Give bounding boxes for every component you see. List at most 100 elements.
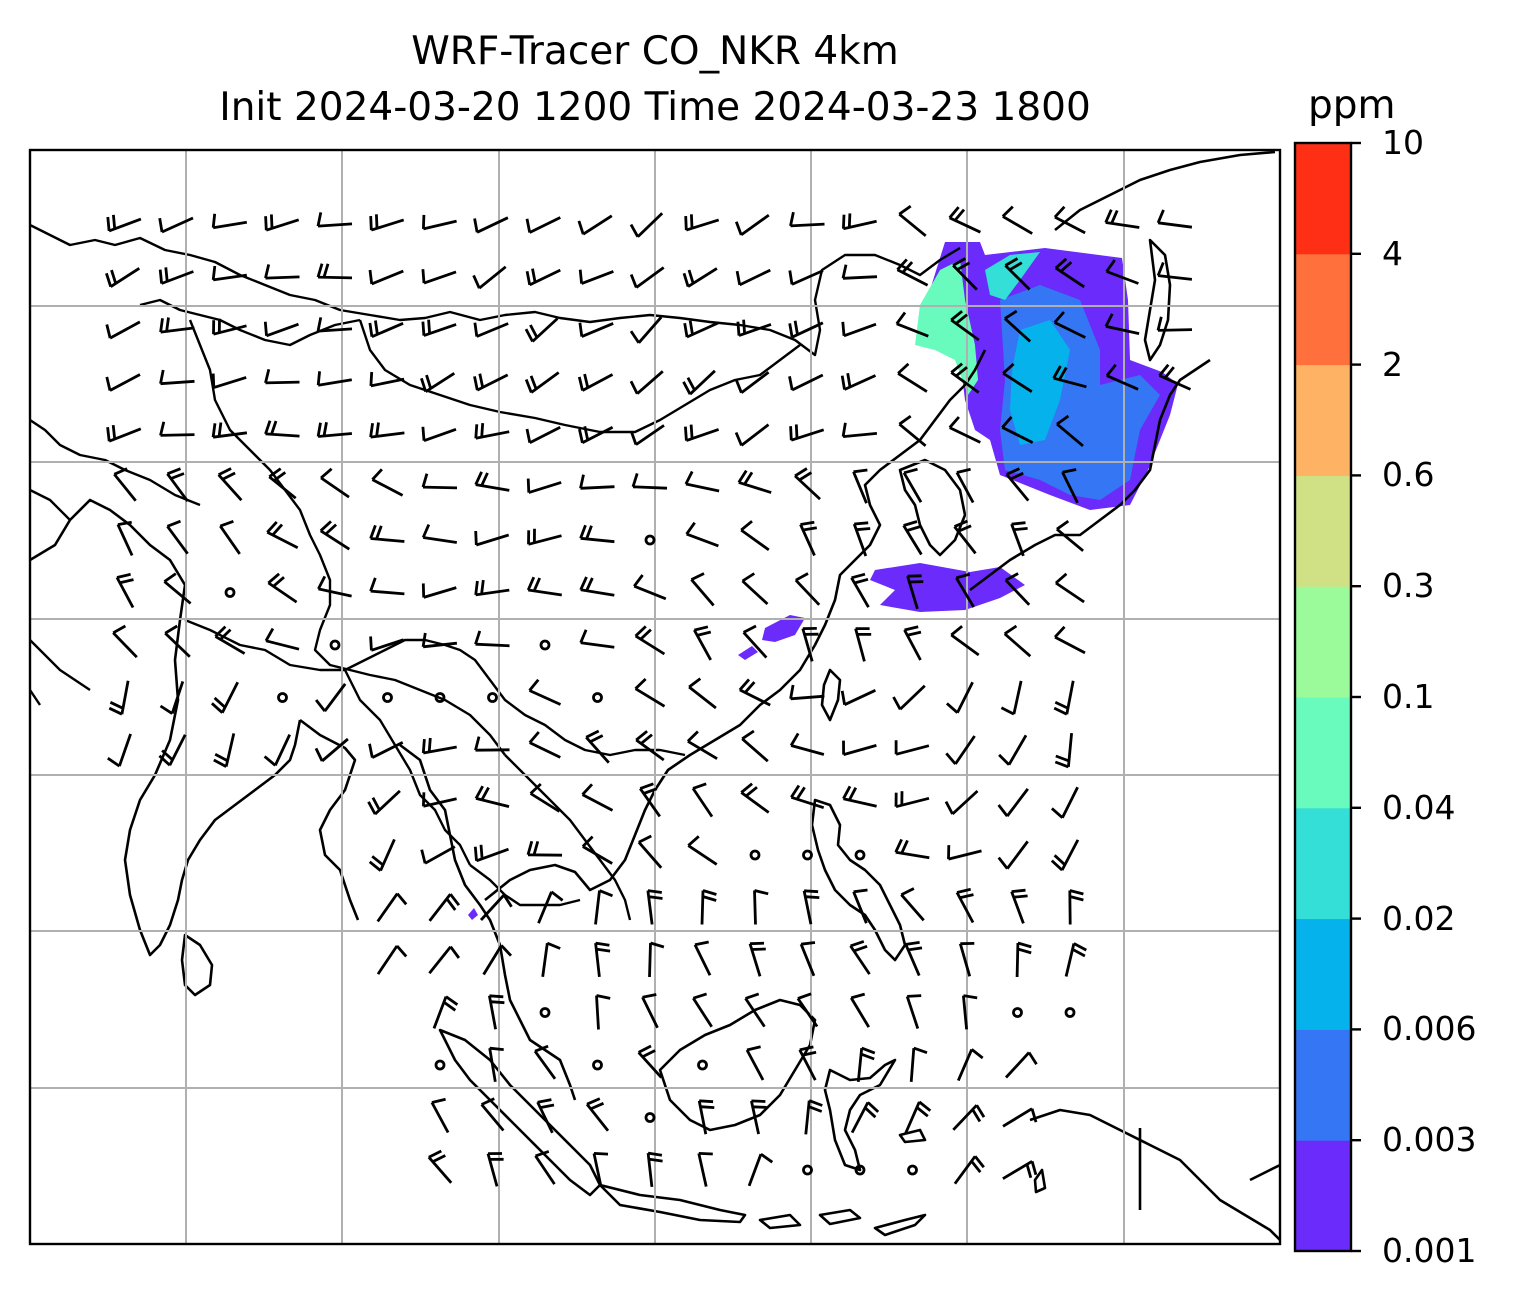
- tracer-plume-green: [915, 260, 978, 395]
- wind-calm-marker: [802, 1164, 813, 1176]
- wind-barb: [369, 636, 405, 652]
- wind-barb: [474, 530, 510, 547]
- wind-calm-marker: [224, 587, 236, 598]
- wind-barb: [854, 627, 872, 662]
- wind-barb: [957, 1048, 984, 1082]
- coastline-korea: [898, 458, 967, 557]
- coastline-sumatra: [438, 1028, 602, 1197]
- wind-barb: [369, 524, 405, 543]
- wind-calm-marker: [1012, 1007, 1023, 1018]
- wind-barb: [482, 944, 513, 976]
- colorbar-tick-label: 0.6: [1382, 455, 1435, 495]
- wind-barb: [264, 627, 300, 651]
- wind-calm-marker: [749, 849, 761, 861]
- wind-barb: [585, 729, 610, 764]
- wind-barb: [421, 737, 457, 755]
- wind-barb: [112, 624, 138, 659]
- wind-barb: [158, 267, 194, 285]
- wind-barb: [368, 838, 396, 872]
- wind-barb: [474, 579, 510, 597]
- colorbar-band: [1295, 807, 1351, 920]
- wind-barb: [841, 321, 877, 338]
- wind-calm-marker: [907, 1164, 918, 1176]
- wind-barb: [213, 733, 236, 768]
- wind-barb: [737, 469, 772, 494]
- wind-barb: [789, 424, 825, 442]
- wind-barb: [1104, 209, 1140, 229]
- wind-barb: [629, 370, 664, 395]
- wind-barb: [158, 734, 187, 767]
- colorbar-frame: [1293, 141, 1353, 1253]
- wind-barb: [594, 941, 611, 978]
- wind-barb: [634, 677, 666, 708]
- wind-barb: [369, 371, 405, 388]
- wind-barb: [1050, 839, 1080, 872]
- wind-barb: [952, 257, 978, 291]
- wind-barb: [629, 266, 665, 289]
- wind-barb: [850, 1101, 880, 1134]
- wind-barb: [840, 372, 877, 391]
- coastline-sakhalin: [1143, 238, 1172, 362]
- wind-barb: [852, 888, 868, 924]
- wind-barb: [107, 733, 132, 768]
- wind-barb: [166, 519, 189, 555]
- wind-barb: [268, 467, 297, 500]
- wind-barb: [741, 572, 769, 606]
- wind-barb: [368, 320, 404, 338]
- wind-barb: [106, 424, 142, 443]
- colorbar-unit-label: ppm: [1308, 83, 1396, 128]
- wind-calm-marker: [1064, 1007, 1076, 1018]
- wind-barb: [682, 369, 716, 396]
- wind-barb: [697, 1099, 715, 1135]
- coastline-taiwan: [820, 668, 842, 722]
- tracer-plume-light: [1010, 320, 1070, 445]
- wind-barb: [690, 572, 715, 607]
- wind-barb: [692, 992, 713, 1028]
- wind-barb: [1052, 365, 1087, 389]
- wind-barb: [533, 1044, 557, 1080]
- coastline-philippines: [810, 798, 907, 962]
- colorbar: [1295, 141, 1361, 1253]
- wind-barb: [894, 838, 930, 860]
- wind-barb: [687, 835, 718, 866]
- wind-barb: [525, 426, 561, 444]
- wind-barb: [368, 269, 404, 286]
- wind-barb: [799, 941, 816, 977]
- coastlines: [30, 150, 1280, 1241]
- wind-barb: [684, 424, 720, 442]
- wind-barb: [1104, 313, 1140, 335]
- wind-barb: [633, 574, 667, 601]
- wind-barb: [534, 1150, 556, 1185]
- wind-barb: [1004, 1051, 1038, 1079]
- wind-barb: [526, 840, 563, 857]
- coastline-sulawesi: [823, 1058, 897, 1172]
- wind-barb: [637, 1044, 663, 1079]
- wind-barb: [646, 889, 663, 925]
- wind-barb: [688, 677, 717, 710]
- wind-barb: [263, 321, 299, 338]
- tracer-field: [468, 242, 1178, 920]
- wind-barbs: [105, 204, 1193, 1188]
- wind-barb: [629, 212, 664, 238]
- wind-barb: [316, 371, 353, 387]
- colorbar-tick-label: 2: [1382, 344, 1403, 384]
- wind-barb: [953, 519, 977, 555]
- wind-barb: [116, 520, 134, 556]
- wind-barb: [1001, 415, 1034, 444]
- coastline-far-east: [1249, 1163, 1280, 1182]
- wind-barb: [955, 887, 975, 924]
- colorbar-tick-label: 0.3: [1382, 566, 1435, 606]
- wind-barb: [1010, 521, 1028, 557]
- wind-barb: [474, 630, 510, 648]
- wind-barb: [850, 992, 870, 1028]
- wind-barb: [1156, 209, 1193, 229]
- wind-barb: [788, 320, 824, 339]
- wind-barb: [316, 421, 353, 438]
- wind-barb: [537, 890, 564, 924]
- wind-calm-marker: [644, 1112, 656, 1123]
- wind-barb: [898, 204, 927, 237]
- map-title: WRF-Tracer CO_NKR 4km: [411, 29, 899, 74]
- wind-barb: [266, 520, 299, 549]
- wind-barb: [788, 373, 824, 392]
- wind-barb: [316, 263, 353, 280]
